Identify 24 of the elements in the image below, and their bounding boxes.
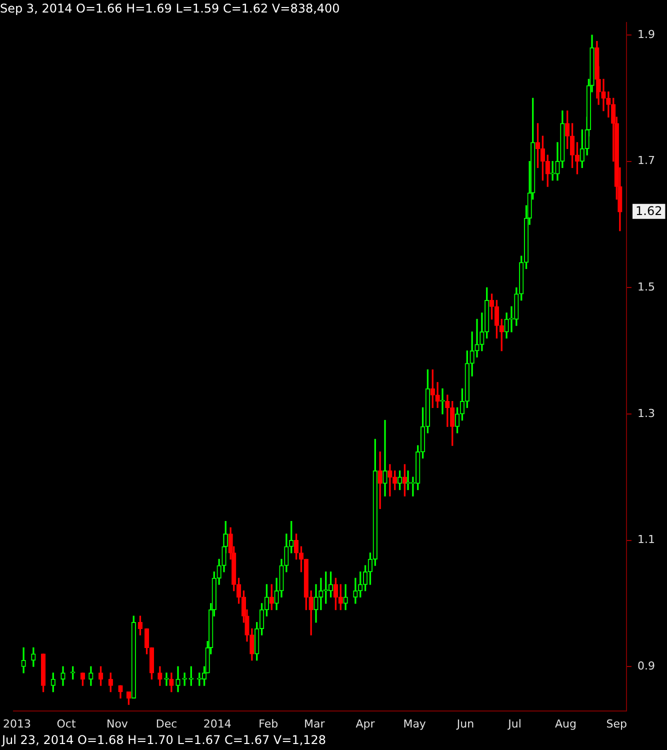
chart-title: Sep 3, 2014 O=1.66 H=1.69 L=1.59 C=1.62 V=838,400	[0, 1, 340, 16]
x-tick-label: 2013	[2, 717, 31, 730]
x-tick-label: Jul	[507, 717, 522, 730]
text: Jul 23, 2014 O=1.68 H=1.70 L=1.67 C=1.67 V=1,128	[1, 733, 326, 747]
y-tick-label: 0.9	[638, 659, 656, 672]
x-tick-label: May	[403, 717, 426, 730]
y-tick-label: 1.7	[638, 154, 656, 168]
x-tick-label: 2014	[203, 717, 232, 730]
x-tick-label: Apr	[356, 717, 376, 730]
text: 1.62	[636, 204, 662, 218]
x-tick-label: Feb	[258, 717, 278, 730]
x-tick-label: Oct	[56, 717, 76, 730]
y-tick-label: 1.5	[638, 280, 656, 294]
y-tick-label: 1.3	[638, 406, 656, 420]
x-tick-label: Dec	[156, 717, 178, 730]
candlestick	[378, 452, 382, 510]
candlestick	[382, 420, 388, 496]
x-tick-label: Nov	[106, 717, 128, 730]
y-tick-label: 1.1	[638, 533, 656, 546]
x-tick-label: Sep	[606, 717, 628, 730]
x-tick-label: Mar	[304, 717, 326, 730]
x-tick-label: Aug	[554, 717, 576, 730]
x-tick-label: Jun	[456, 717, 474, 730]
y-tick-label: 1.9	[638, 28, 656, 41]
